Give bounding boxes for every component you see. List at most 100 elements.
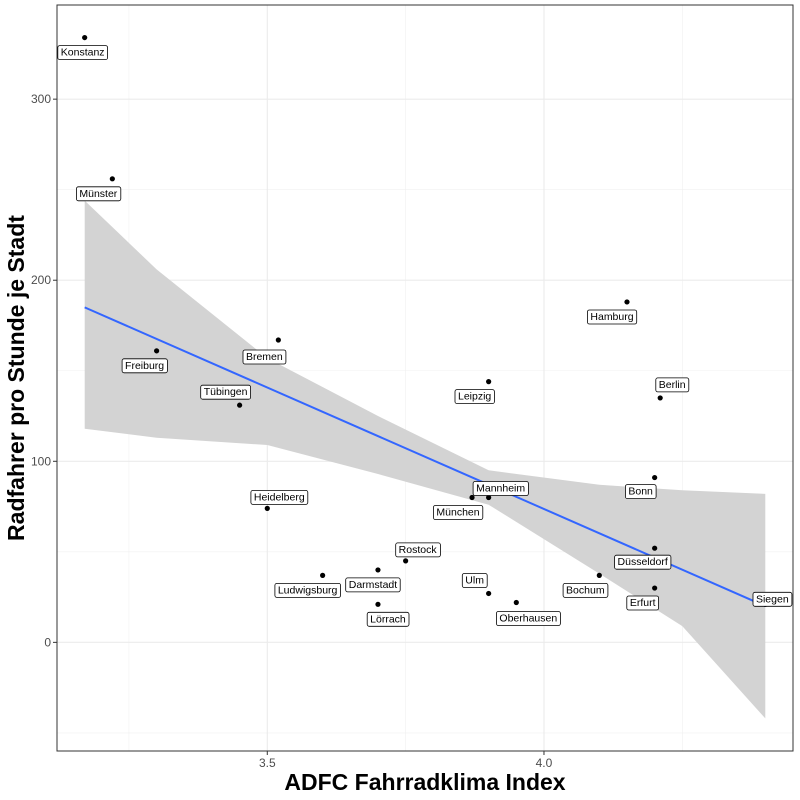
y-tick-label: 200 [31,273,51,287]
point-label-text: Lörrach [370,613,406,625]
data-point [652,474,658,481]
point-label-box [655,377,690,393]
point-label: Berlin [655,377,690,393]
point-label-box [626,595,659,611]
point-label-box [57,45,108,60]
data-point [320,572,326,578]
point-label-box [562,583,609,598]
y-axis-ticks: 0 100 200 300 [31,92,57,649]
data-point [596,572,602,578]
data-point [486,590,492,597]
point-label: Heidelberg [250,489,309,505]
point-label-box [472,481,529,496]
y-tick-label: 0 [44,635,51,649]
point-label: Bremen [242,349,287,365]
point-label-text: Heidelberg [254,491,305,503]
data-point [275,337,281,343]
data-point [624,299,630,305]
point-label: Düsseldorf [614,554,672,570]
point-label-box [274,583,341,598]
point-label: Erfurt [626,595,659,611]
point-label-box [395,542,441,558]
point-label-box [121,358,168,374]
point-label: Ulm [461,573,488,588]
point-label-box [250,489,309,505]
point-label-text: Hamburg [590,311,633,323]
point-label-box [242,349,287,365]
point-label-text: Ludwigsburg [278,584,338,596]
point-label: Hamburg [587,309,638,325]
point-label-box [454,389,495,405]
y-tick-label: 100 [31,454,51,468]
point-label-box [495,611,561,626]
point-label-box [345,577,401,593]
data-point [237,402,243,408]
point-label-text: Siegen [756,593,789,605]
point-label-text: Ulm [465,574,484,586]
data-point [652,545,658,551]
point-label-text: Düsseldorf [618,556,668,568]
point-label: Lörrach [366,611,410,627]
point-label-text: Konstanz [61,47,105,59]
point-label-text: Leipzig [458,391,491,403]
point-label: Darmstadt [345,577,401,593]
point-label-box [432,505,484,520]
point-label: Leipzig [454,389,495,405]
point-label-box [625,484,657,500]
point-label-text: München [436,507,479,519]
point-label-text: Bonn [628,486,653,498]
data-point [652,585,658,591]
point-label-text: Mannheim [476,483,525,495]
point-label-text: Erfurt [630,597,656,609]
data-point [82,34,88,41]
point-label-text: Rostock [399,544,438,556]
point-label: Mannheim [472,481,529,496]
point-label: Tübingen [200,384,251,400]
point-label-text: Bremen [246,351,283,363]
data-point [486,494,492,501]
point-labels: Konstanz Münster Freiburg Bremen Tübingen Hei… [57,45,793,627]
point-label-box [587,309,638,325]
point-label-text: Bochum [566,584,605,596]
point-label: Bonn [625,484,657,500]
confidence-band [84,200,766,719]
data-point [375,567,381,573]
x-tick-label: 3.5 [259,756,276,770]
data-point [109,176,115,182]
point-label-text: Tübingen [204,386,248,398]
point-label-text: Berlin [659,379,686,391]
data-point [486,379,492,385]
point-label: Münster [76,186,122,202]
data-point [469,494,475,501]
x-axis-title: ADFC Fahrradklima Index [284,769,565,795]
point-label-box [366,611,410,627]
point-label-box [200,384,251,400]
point-label-text: Darmstadt [349,579,398,591]
plot-panel-border [56,4,794,752]
data-point [403,558,409,564]
point-label: München [432,505,484,520]
point-label: Oberhausen [495,611,561,626]
point-label: Ludwigsburg [274,583,341,598]
point-label-text: Oberhausen [499,613,557,625]
point-label: Siegen [752,591,793,607]
data-point [513,599,519,606]
data-point [375,601,381,607]
x-tick-label: 4.0 [536,756,553,770]
x-axis-ticks: 3.5 4.0 [259,751,553,770]
y-axis-title: Radfahrer pro Stunde je Stadt [3,215,29,541]
point-label-box [614,554,672,570]
data-point [264,505,270,511]
point-label-box [752,591,793,607]
data-point [154,348,160,354]
data-points [82,34,768,607]
point-label: Bochum [562,583,609,598]
point-label: Rostock [395,542,441,558]
point-label-text: Münster [79,188,117,200]
data-point [657,395,663,401]
point-label: Konstanz [57,45,108,60]
y-tick-label: 300 [31,92,51,106]
point-label-box [76,186,122,202]
point-label-text: Freiburg [125,360,164,372]
